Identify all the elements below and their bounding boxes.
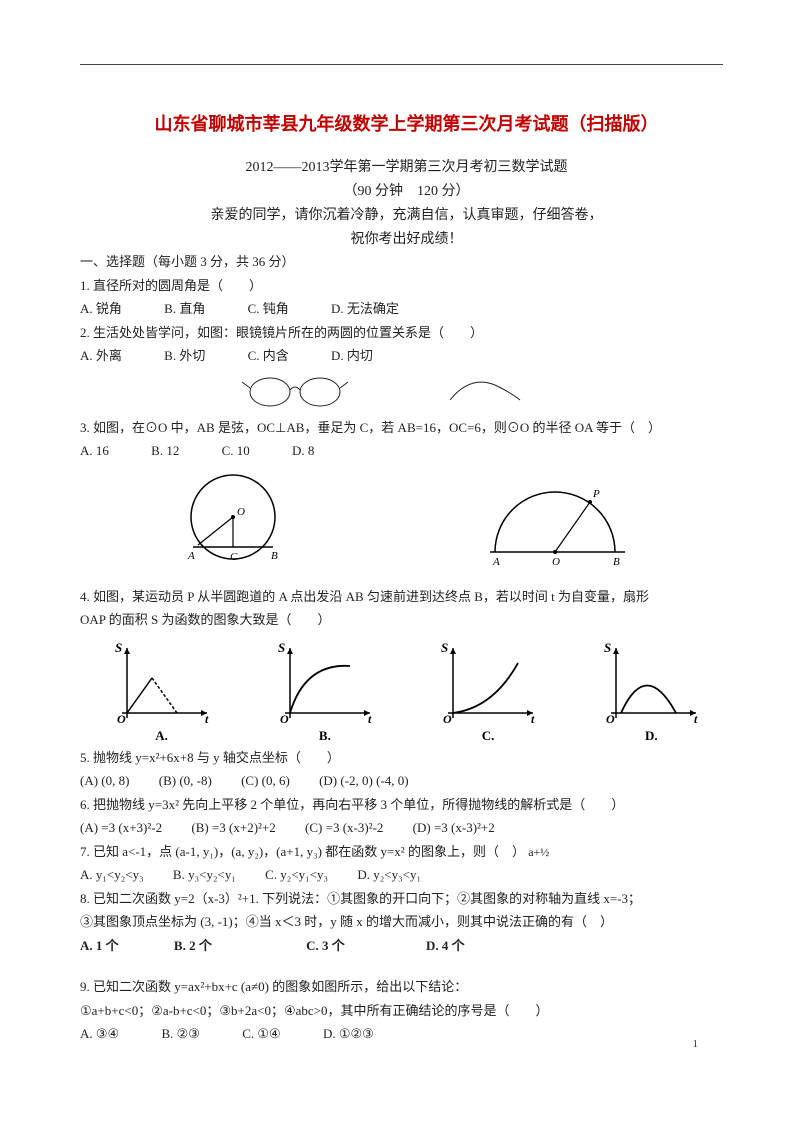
q7-options: A. y₁<y₂<y₃ B. y₃<y₂<y₁ C. y₂<y₁<y₃ D. y…: [80, 865, 733, 885]
q7-opt-c: C. y₂<y₁<y₃: [265, 867, 328, 882]
q3-opt-d: D. 8: [292, 443, 314, 458]
q5-opt-c: (C) (0, 6): [241, 773, 290, 788]
q3-opt-b: B. 12: [151, 443, 179, 458]
q5-opt-b: (B) (0, -8): [159, 773, 212, 788]
q7-opt-b: B. y₃<y₂<y₁: [173, 867, 236, 882]
q9-opt-d: D. ①②③: [323, 1026, 374, 1041]
document-main-title: 山东省聊城市莘县九年级数学上学期第三次月考试题（扫描版）: [80, 110, 733, 136]
section-1-title: 一、选择题（每小题 3 分，共 36 分）: [80, 252, 733, 272]
q4-graph-d: S O t D.: [596, 638, 706, 744]
header-rule: [80, 64, 723, 65]
svg-text:S: S: [604, 640, 611, 655]
svg-text:A: A: [492, 556, 500, 568]
svg-text:t: t: [205, 712, 209, 726]
q5-stem: 5. 抛物线 y=x²+6x+8 与 y 轴交点坐标（ ）: [80, 748, 733, 768]
q3-opt-c: C. 10: [222, 443, 250, 458]
svg-text:C: C: [230, 551, 238, 563]
svg-text:A: A: [187, 550, 195, 562]
q1-opt-b: B. 直角: [164, 301, 205, 316]
svg-text:O: O: [443, 712, 452, 726]
q4-option-graphs: S O t A. S O t B.: [80, 638, 733, 744]
q8-opt-d: D. 4 个: [426, 938, 465, 953]
q4-stem-2: OAP 的面积 S 为函数的图象大致是（ ）: [80, 610, 733, 630]
q1-opt-d: D. 无法确定: [331, 301, 399, 316]
svg-text:B: B: [613, 556, 620, 568]
q8-opt-c: C. 3 个: [306, 938, 345, 953]
q7-opt-a: A. y₁<y₂<y₃: [80, 867, 144, 882]
semicircle-track-figure: A O B P: [465, 467, 655, 577]
exam-header-2: （90 分钟 120 分）: [80, 180, 733, 200]
q7-handwritten: a+½: [528, 845, 549, 859]
q9-options: A. ③④ B. ②③ C. ①④ D. ①②③: [80, 1024, 733, 1044]
q6-opt-c: (C) =3 (x-3)²-2: [305, 820, 383, 835]
svg-text:S: S: [115, 640, 122, 655]
q3-opt-a: A. 16: [80, 443, 109, 458]
q2-options: A. 外离 B. 外切 C. 内含 D. 内切: [80, 346, 733, 366]
q2-opt-b: B. 外切: [164, 348, 205, 363]
q4-opt-a-label: A.: [107, 728, 217, 744]
svg-text:B: B: [271, 550, 278, 562]
q7-opt-d: D. y₂<y₃<y₁: [357, 867, 421, 882]
q4-graph-c: S O t C.: [433, 638, 543, 744]
q2-stem: 2. 生活处处皆学问，如图：眼镜镜片所在的两圆的位置关系是（ ）: [80, 323, 733, 343]
q2-opt-d: D. 内切: [331, 348, 373, 363]
q9-stem: 9. 已知二次函数 y=ax²+bx+c (a≠0) 的图象如图所示，给出以下结…: [80, 977, 733, 997]
q7-stem-text: 7. 已知 a<-1，点 (a-1, y₁)，(a, y₂)，(a+1, y₃)…: [80, 844, 525, 859]
q6-opt-d: (D) =3 (x-3)²+2: [413, 820, 495, 835]
q4-graph-a: S O t A.: [107, 638, 217, 744]
q8-stem-2: ③其图象顶点坐标为 (3, -1)；④当 x＜3 时，y 随 x 的增大而减小，…: [80, 912, 733, 932]
q2-opt-a: A. 外离: [80, 348, 122, 363]
q1-stem: 1. 直径所对的圆周角是（ ）: [80, 276, 733, 296]
q6-options: (A) =3 (x+3)²-2 (B) =3 (x+2)²+2 (C) =3 (…: [80, 818, 733, 838]
q9-opt-c: C. ①④: [242, 1026, 280, 1041]
exam-page: 山东省聊城市莘县九年级数学上学期第三次月考试题（扫描版） 2012——2013学…: [0, 0, 793, 1088]
exam-greeting-2: 祝你考出好成绩！: [80, 228, 733, 248]
q8-options: A. 1 个 B. 2 个 C. 3 个 D. 4 个: [80, 936, 733, 956]
q8-opt-b: B. 2 个: [174, 938, 212, 953]
circle-chord-figure: O A C B: [158, 467, 308, 577]
arc-sketch-icon: [440, 370, 530, 410]
svg-text:O: O: [552, 556, 560, 568]
svg-text:S: S: [441, 640, 448, 655]
q2-opt-c: C. 内含: [248, 348, 289, 363]
q9-opt-b: B. ②③: [161, 1026, 199, 1041]
exam-greeting-1: 亲爱的同学，请你沉着冷静，充满自信，认真审题，仔细答卷，: [80, 204, 733, 224]
q3-q4-figures: O A C B A O B P: [80, 467, 733, 577]
q7-stem: 7. 已知 a<-1，点 (a-1, y₁)，(a, y₂)，(a+1, y₃)…: [80, 842, 733, 862]
svg-text:O: O: [237, 506, 245, 518]
q8-opt-a: A. 1 个: [80, 938, 119, 953]
svg-text:O: O: [606, 712, 615, 726]
svg-text:S: S: [278, 640, 285, 655]
svg-text:O: O: [117, 712, 126, 726]
q3-options: A. 16 B. 12 C. 10 D. 8: [80, 441, 733, 461]
page-number: 1: [693, 1038, 699, 1050]
q4-opt-b-label: B.: [270, 728, 380, 744]
q1-options: A. 锐角 B. 直角 C. 钝角 D. 无法确定: [80, 299, 733, 319]
svg-text:O: O: [280, 712, 289, 726]
q4-opt-c-label: C.: [433, 728, 543, 744]
svg-text:P: P: [592, 488, 600, 500]
q6-opt-b: (B) =3 (x+2)²+2: [191, 820, 275, 835]
glasses-icon: [240, 370, 350, 410]
q1-opt-a: A. 锐角: [80, 301, 122, 316]
q9-stem-2: ①a+b+c<0；②a-b+c<0；③b+2a<0；④abc>0，其中所有正确结…: [80, 1001, 733, 1021]
q5-opt-a: (A) (0, 8): [80, 773, 129, 788]
svg-text:t: t: [368, 712, 372, 726]
exam-header-1: 2012——2013学年第一学期第三次月考初三数学试题: [80, 156, 733, 176]
q5-opt-d: (D) (-2, 0) (-4, 0): [319, 773, 409, 788]
q4-graph-b: S O t B.: [270, 638, 380, 744]
q3-stem: 3. 如图，在⊙O 中，AB 是弦，OC⊥AB，垂足为 C，若 AB=16，OC…: [80, 418, 733, 438]
q8-stem: 8. 已知二次函数 y=2（x-3）²+1. 下列说法：①其图象的开口向下；②其…: [80, 889, 733, 909]
q6-stem: 6. 把抛物线 y=3x² 先向上平移 2 个单位，再向右平移 3 个单位，所得…: [80, 795, 733, 815]
svg-text:t: t: [694, 712, 698, 726]
q4-stem: 4. 如图，某运动员 P 从半圆跑道的 A 点出发沿 AB 匀速前进到达终点 B…: [80, 587, 733, 607]
q5-options: (A) (0, 8) (B) (0, -8) (C) (0, 6) (D) (-…: [80, 771, 733, 791]
q4-opt-d-label: D.: [596, 728, 706, 744]
q6-opt-a: (A) =3 (x+3)²-2: [80, 820, 162, 835]
q1-opt-c: C. 钝角: [248, 301, 289, 316]
svg-text:t: t: [531, 712, 535, 726]
q9-opt-a: A. ③④: [80, 1026, 119, 1041]
q2-figure: [240, 370, 733, 410]
